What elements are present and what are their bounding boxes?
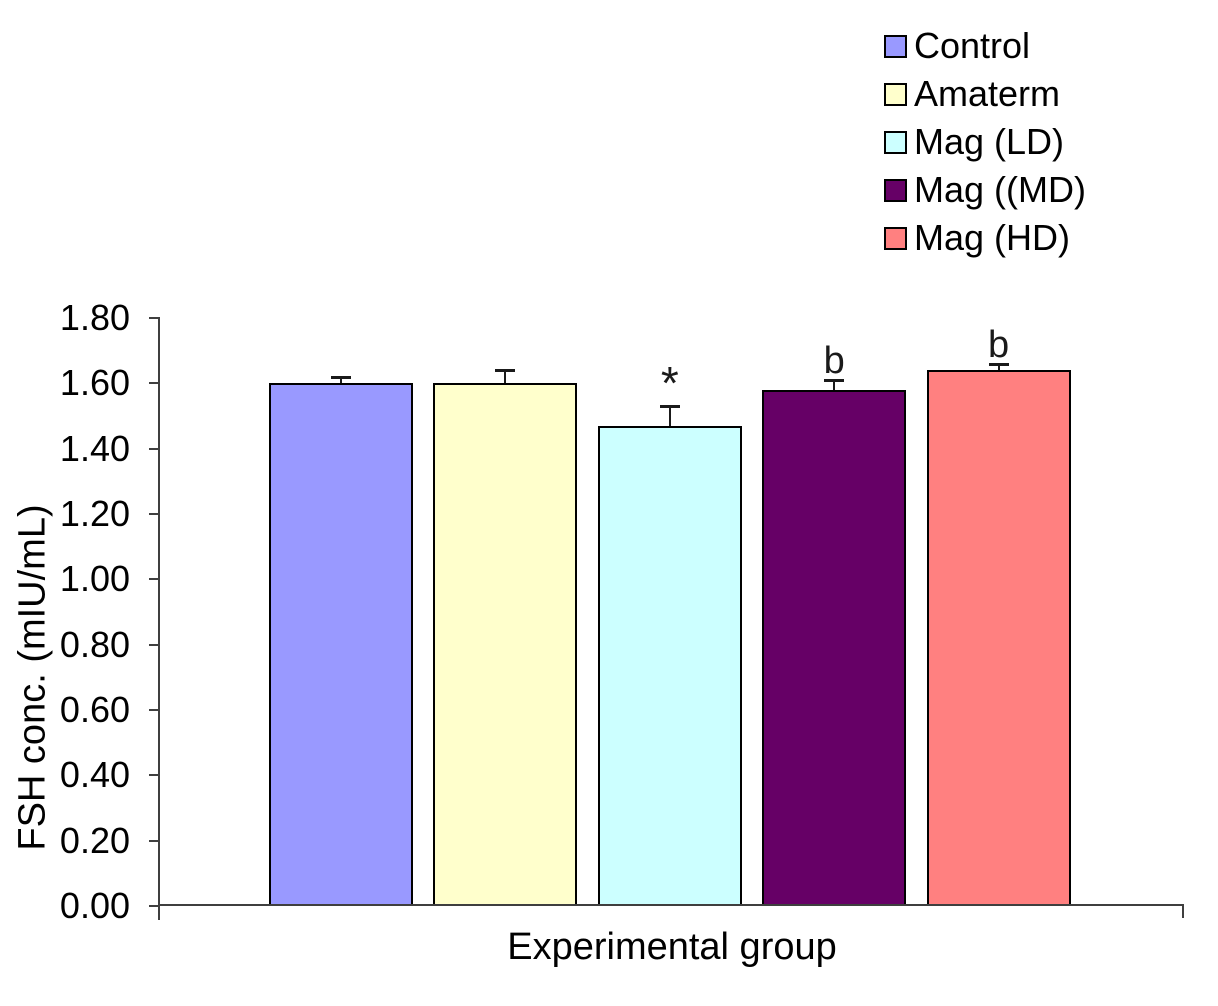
legend-label: Mag (HD) — [914, 217, 1071, 258]
y-tick-label: 1.00 — [59, 558, 130, 600]
legend-swatch-icon — [884, 82, 907, 106]
bar-mag-md — [762, 389, 907, 906]
y-tick-mark — [149, 578, 160, 581]
y-tick-label: 0.60 — [59, 689, 130, 730]
x-axis-line — [158, 904, 1184, 906]
error-bar-cap — [988, 362, 1009, 366]
bar-mag-hd — [926, 370, 1071, 906]
legend-label: Mag (LD) — [914, 121, 1065, 162]
legend-item-control: Control — [884, 22, 1086, 70]
error-bar-cap — [331, 375, 351, 379]
error-bar — [833, 380, 836, 390]
significance-letter: b — [988, 323, 1010, 366]
bar-amaterm — [433, 383, 578, 906]
error-bar — [668, 406, 671, 426]
bar-mag-ld — [597, 425, 742, 906]
y-tick-mark — [149, 905, 160, 907]
legend-label: Control — [914, 25, 1031, 66]
y-tick-label: 0.80 — [59, 623, 130, 665]
error-bar-cap — [495, 369, 516, 373]
y-tick-mark — [149, 382, 160, 385]
x-axis-end-tick — [1182, 904, 1184, 918]
y-tick-mark — [149, 513, 160, 515]
legend: Control Amaterm Mag (LD) Mag ((MD) Mag (HD) — [884, 22, 1086, 262]
legend-item-mag-ld: Mag (LD) — [884, 118, 1086, 166]
y-tick-label: 0.20 — [59, 819, 130, 861]
error-bar — [997, 363, 1000, 371]
significance-letter: b — [823, 340, 845, 383]
y-tick-mark — [149, 317, 160, 319]
legend-swatch-icon — [884, 178, 907, 202]
y-tick-label: 1.40 — [59, 427, 130, 469]
error-bar-cap — [824, 379, 845, 383]
legend-item-mag-hd: Mag (HD) — [884, 214, 1086, 262]
bar-control — [269, 383, 413, 906]
x-axis-title: Experimental group — [507, 926, 837, 968]
y-tick-mark — [149, 709, 160, 711]
y-tick-mark — [149, 643, 160, 646]
y-tick-mark — [149, 447, 160, 450]
error-bar-cap — [659, 405, 680, 409]
legend-item-mag-md: Mag ((MD) — [884, 166, 1086, 214]
legend-label: Amaterm — [914, 73, 1061, 114]
y-tick-label: 1.80 — [59, 297, 130, 338]
y-tick-mark — [149, 774, 160, 777]
legend-swatch-icon — [884, 130, 907, 154]
y-tick-label: 0.00 — [59, 885, 130, 926]
error-bar — [504, 370, 507, 384]
y-axis-title: FSH conc. (mIU/mL) — [11, 504, 54, 851]
legend-label: Mag ((MD) — [914, 169, 1086, 210]
y-tick-label: 1.20 — [59, 493, 130, 534]
y-tick-label: 0.40 — [59, 754, 130, 796]
legend-swatch-icon — [884, 34, 907, 58]
legend-item-amaterm: Amaterm — [884, 70, 1086, 118]
error-bar — [340, 376, 342, 384]
legend-swatch-icon — [884, 226, 907, 250]
y-tick-label: 1.60 — [59, 362, 130, 404]
y-axis-line — [158, 318, 160, 920]
significance-star: * — [660, 357, 679, 410]
y-tick-mark — [149, 839, 160, 842]
